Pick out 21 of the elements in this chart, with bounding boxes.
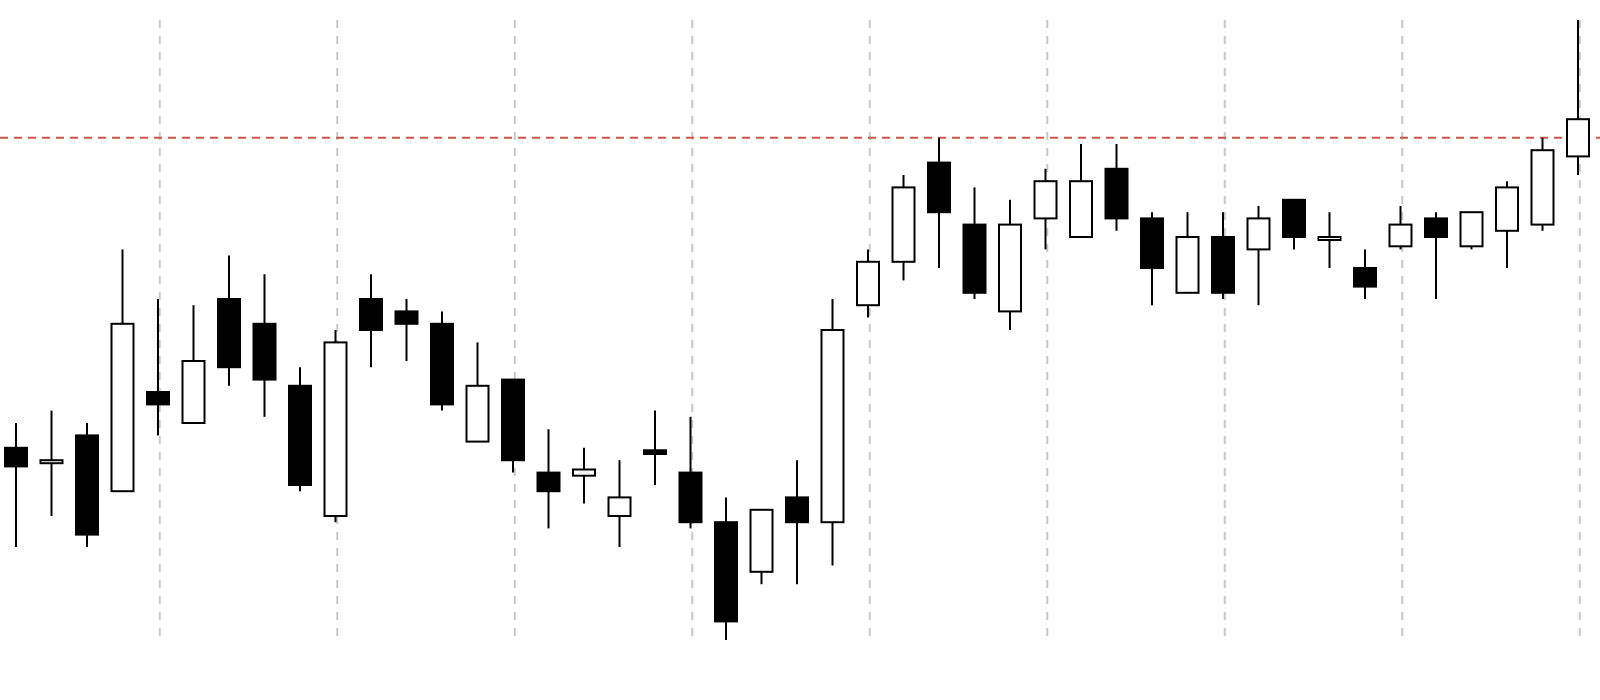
candlestick [1424, 211, 1448, 300]
candlestick [4, 422, 28, 548]
candlestick [1317, 211, 1342, 269]
candlestick [785, 459, 809, 586]
candlestick [1282, 198, 1306, 251]
candlestick [643, 409, 667, 486]
candlestick [359, 273, 383, 369]
candlestick [146, 298, 170, 437]
candlestick [1495, 180, 1519, 269]
candlestick [1388, 205, 1413, 251]
candlestick [39, 409, 64, 517]
candlestick [394, 298, 419, 362]
candlestick [607, 459, 632, 548]
candlestick [856, 248, 880, 319]
candlestick [1246, 205, 1271, 307]
candlestick [1353, 248, 1377, 300]
candlestick [572, 446, 596, 505]
candlestick [1459, 211, 1484, 251]
candlestick [1033, 167, 1058, 251]
candlestick [1566, 19, 1590, 176]
candlestick [536, 428, 561, 530]
